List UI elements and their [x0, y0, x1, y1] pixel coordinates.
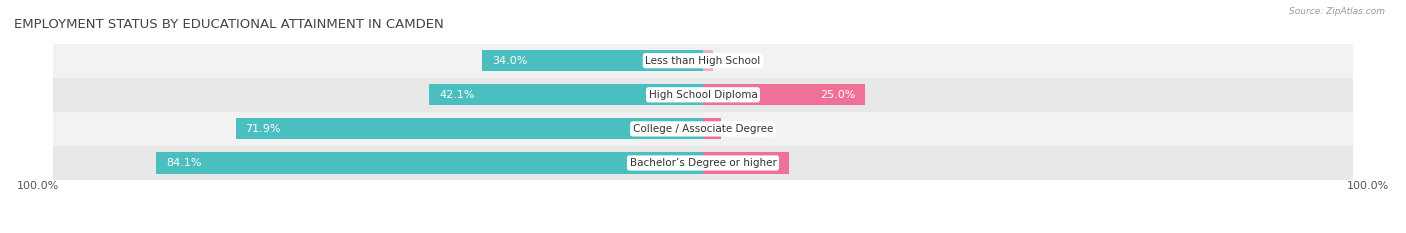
Text: 25.0%: 25.0%: [820, 90, 856, 100]
Text: 2.8%: 2.8%: [727, 124, 755, 134]
Bar: [53, 146, 1353, 180]
Text: 100.0%: 100.0%: [17, 181, 59, 191]
Text: Source: ZipAtlas.com: Source: ZipAtlas.com: [1289, 7, 1385, 16]
Legend: In Labor Force, Unemployed: In Labor Force, Unemployed: [606, 230, 800, 233]
Bar: [53, 78, 1353, 112]
Text: 13.3%: 13.3%: [744, 158, 780, 168]
Bar: [53, 112, 1353, 146]
Text: College / Associate Degree: College / Associate Degree: [633, 124, 773, 134]
Bar: [703, 84, 866, 105]
Text: 84.1%: 84.1%: [166, 158, 201, 168]
Text: High School Diploma: High School Diploma: [648, 90, 758, 100]
Bar: [156, 152, 703, 174]
Bar: [429, 84, 703, 105]
Text: EMPLOYMENT STATUS BY EDUCATIONAL ATTAINMENT IN CAMDEN: EMPLOYMENT STATUS BY EDUCATIONAL ATTAINM…: [14, 18, 444, 31]
Bar: [703, 118, 721, 140]
Bar: [703, 152, 789, 174]
Text: 34.0%: 34.0%: [492, 56, 527, 66]
Text: Less than High School: Less than High School: [645, 56, 761, 66]
Bar: [703, 50, 713, 71]
Text: 42.1%: 42.1%: [439, 90, 475, 100]
Bar: [482, 50, 703, 71]
Text: Bachelor’s Degree or higher: Bachelor’s Degree or higher: [630, 158, 776, 168]
Text: 0.0%: 0.0%: [709, 56, 737, 66]
Bar: [53, 44, 1353, 78]
Text: 71.9%: 71.9%: [246, 124, 281, 134]
Bar: [236, 118, 703, 140]
Text: 100.0%: 100.0%: [1347, 181, 1389, 191]
